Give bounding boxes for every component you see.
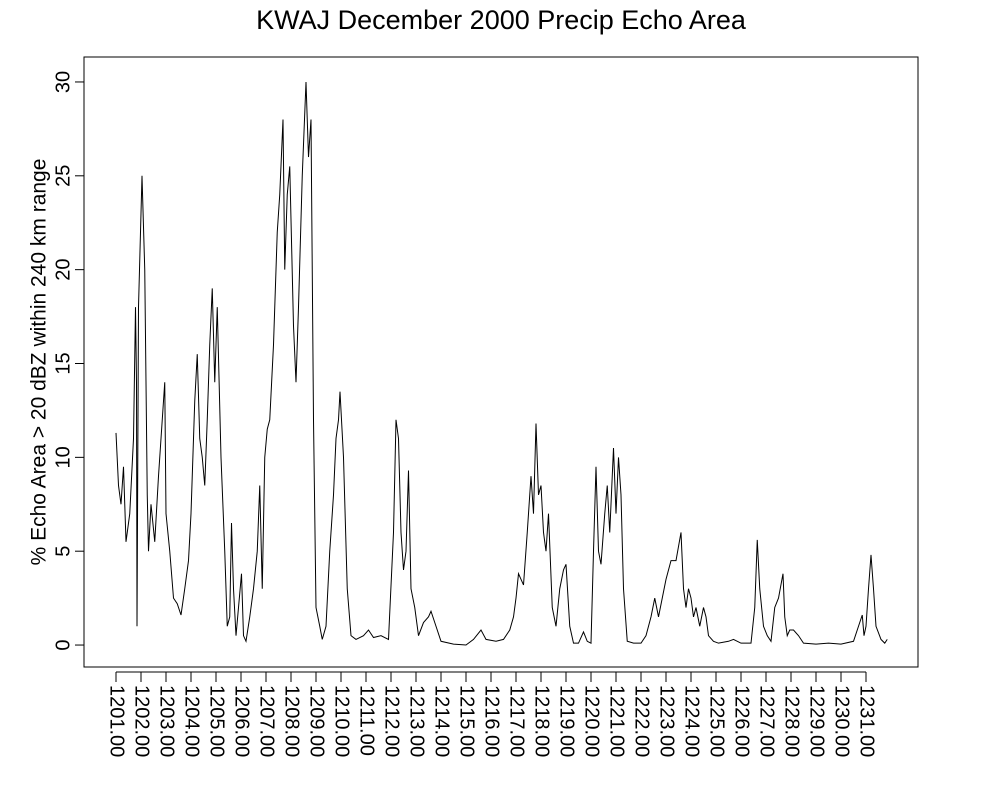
x-tick-label: 1225.00 [706,685,728,757]
x-tick-label: 1204.00 [181,685,203,757]
x-tick-label: 1217.00 [506,685,528,757]
y-tick-label: 10 [52,446,74,468]
y-tick-label: 20 [52,259,74,281]
y-tick-label: 0 [52,639,74,650]
x-tick-label: 1215.00 [456,685,478,757]
y-tick-label: 25 [52,165,74,187]
x-tick-label: 1231.00 [856,685,878,757]
y-tick-label: 15 [52,352,74,374]
data-line [115,81,888,646]
x-tick-label: 1228.00 [781,685,803,757]
y-axis-label: % Echo Area > 20 dBZ within 240 km range [28,159,51,566]
x-tick-label: 1206.00 [231,685,253,757]
x-tick-label: 1214.00 [431,685,453,757]
x-tick-label: 1222.00 [631,685,653,757]
x-tick-label: 1219.00 [556,685,578,757]
x-tick-label: 1207.00 [256,685,278,757]
x-tick-label: 1211.00 [356,685,378,756]
x-tick-label: 1218.00 [531,685,553,757]
x-tick-label: 1212.00 [381,685,403,757]
y-tick-label: 30 [52,71,74,93]
x-tick-label: 1210.00 [331,685,353,757]
x-tick-label: 1224.00 [681,685,703,757]
x-tick-label: 1221.00 [606,685,628,757]
x-tick-label: 1208.00 [281,685,303,757]
x-tick-label: 1227.00 [756,685,778,757]
y-tick-label: 5 [52,546,74,557]
x-tick-label: 1201.00 [106,685,128,757]
x-tick-label: 1203.00 [156,685,178,757]
x-tick-label: 1229.00 [806,685,828,757]
x-tick-label: 1220.00 [581,685,603,757]
x-tick-label: 1223.00 [656,685,678,757]
x-tick-label: 1216.00 [481,685,503,757]
x-tick-label: 1226.00 [731,685,753,757]
x-tick-label: 1209.00 [306,685,328,757]
x-tick-label: 1205.00 [206,685,228,757]
x-tick-label: 1213.00 [406,685,428,757]
x-tick-label: 1202.00 [131,685,153,757]
x-tick-label: 1230.00 [831,685,853,757]
chart-title: KWAJ December 2000 Precip Echo Area [256,5,747,35]
